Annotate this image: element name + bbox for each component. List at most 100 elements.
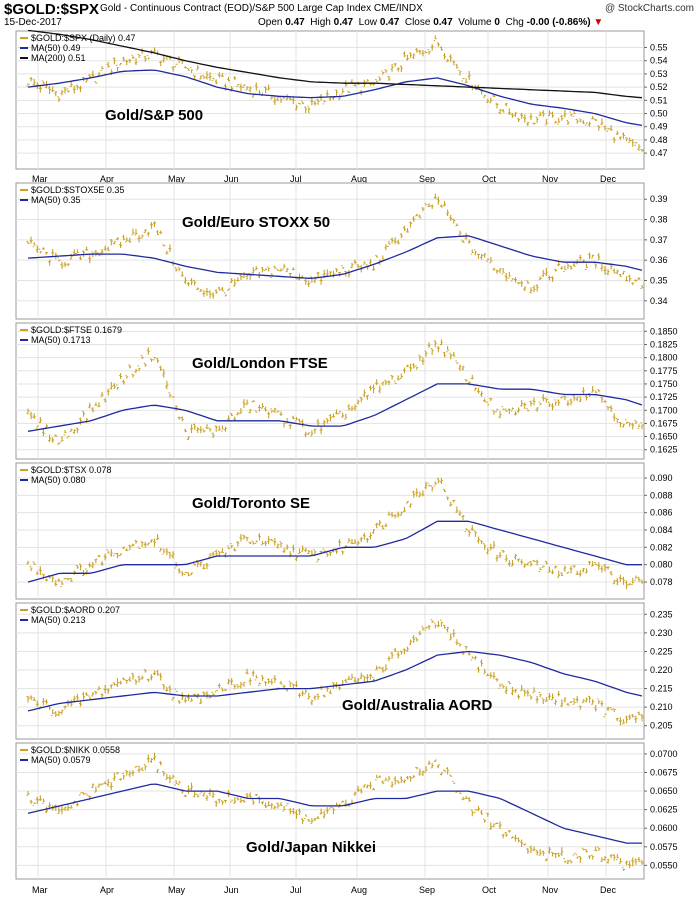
y-tick-label: 0.225 (650, 646, 673, 656)
x-tick-label: Aug (351, 885, 367, 895)
y-tick-label: 0.0550 (650, 860, 678, 870)
low-label: Low (358, 17, 378, 28)
y-tick-label: 0.53 (650, 69, 668, 79)
x-tick-label: May (168, 885, 186, 895)
y-tick-label: 0.080 (650, 560, 673, 570)
ma50-line (27, 69, 643, 127)
y-tick-label: 0.235 (650, 609, 673, 619)
chart-date: 15-Dec-2017 (4, 17, 62, 28)
plot-frame (15, 742, 645, 880)
panel-title: Gold/London FTSE (192, 355, 328, 372)
plot-frame (15, 602, 645, 740)
panel-title: Gold/Japan Nikkei (246, 839, 376, 856)
ma50-line (27, 783, 642, 844)
x-tick-label: Oct (482, 174, 497, 184)
y-tick-label: 0.36 (650, 255, 668, 265)
volume-label: Volume (458, 17, 492, 28)
legend-label: MA(50) 0.49 (31, 43, 81, 53)
y-tick-label: 0.205 (650, 721, 673, 731)
y-tick-label: 0.34 (650, 296, 668, 306)
symbol-title: $GOLD:$SPX (4, 1, 100, 18)
y-tick-label: 0.0700 (650, 749, 678, 759)
price-series (26, 752, 644, 871)
open-value: 0.47 (285, 17, 305, 28)
low-value: 0.47 (379, 17, 400, 28)
ohlc-readout: Open 0.47 High 0.47 Low 0.47 Close 0.47 … (258, 17, 603, 28)
y-tick-label: 0.0625 (650, 805, 678, 815)
price-series (26, 619, 644, 726)
x-tick-label: Sep (419, 174, 435, 184)
y-tick-label: 0.0675 (650, 767, 678, 777)
down-arrow-icon: ▼ (593, 17, 604, 28)
y-tick-label: 0.1725 (650, 392, 678, 402)
x-tick-label: Nov (542, 174, 559, 184)
y-tick-label: 0.088 (650, 490, 673, 500)
x-tick-label: Aug (351, 174, 367, 184)
y-tick-label: 0.48 (650, 135, 668, 145)
y-tick-label: 0.1750 (650, 379, 678, 389)
panel-title: Gold/S&P 500 (105, 107, 203, 124)
open-label: Open (258, 17, 283, 28)
y-tick-label: 0.230 (650, 628, 673, 638)
legend-label: MA(50) 0.1713 (31, 335, 91, 345)
y-tick-label: 0.50 (650, 109, 668, 119)
high-value: 0.47 (333, 17, 354, 28)
x-tick-label: May (168, 174, 186, 184)
chart-panel-3: 0.1850 0.1825 0.1800 0.1775 0.1750 0.1725 0.17… (15, 322, 678, 460)
x-tick-label: Oct (482, 885, 497, 895)
x-tick-label: Apr (100, 174, 114, 184)
x-tick-label: Mar (32, 885, 48, 895)
y-tick-label: 0.086 (650, 508, 673, 518)
y-tick-label: 0.1625 (650, 445, 678, 455)
y-tick-label: 0.210 (650, 702, 673, 712)
ma200-line (27, 30, 643, 99)
plot-frame (15, 182, 645, 320)
price-series (26, 477, 644, 590)
chart-panel-1: 0.55 0.54 0.53 0.52 0.51 0.50 0.49 0.48 0.47 $GOL… (15, 30, 668, 184)
y-tick-label: 0.082 (650, 542, 673, 552)
legend-label: MA(200) 0.51 (31, 53, 86, 63)
ma50-line (27, 235, 643, 279)
chg-label: Chg (505, 17, 524, 28)
legend-label: MA(50) 0.35 (31, 195, 81, 205)
y-tick-label: 0.0575 (650, 842, 678, 852)
plot-frame (15, 462, 645, 600)
legend-label: $GOLD:$SPX (Daily) 0.47 (31, 33, 136, 43)
y-tick-label: 0.1850 (650, 326, 678, 336)
high-label: High (310, 17, 331, 28)
legend-label: $GOLD:$FTSE 0.1679 (31, 325, 122, 335)
y-tick-label: 0.1825 (650, 339, 678, 349)
legend-label: $GOLD:$NIKK 0.0558 (31, 745, 120, 755)
legend-label: MA(50) 0.213 (31, 615, 86, 625)
y-tick-label: 0.37 (650, 235, 668, 245)
price-series (26, 339, 644, 445)
x-tick-label: Jun (224, 174, 239, 184)
chart-panel-4: 0.090 0.088 0.086 0.084 0.082 0.080 0.078 $GOLD… (15, 462, 673, 600)
x-tick-label: Apr (100, 885, 114, 895)
x-tick-label: Jun (224, 885, 239, 895)
chart-header: $GOLD:$SPX Gold - Continuous Contract (E… (0, 0, 700, 28)
x-tick-label: Mar (32, 174, 48, 184)
y-tick-label: 0.47 (650, 148, 668, 158)
ma50-line (27, 383, 643, 432)
y-tick-label: 0.54 (650, 56, 668, 66)
ma50-line (27, 650, 643, 712)
chart-panel-6: 0.0700 0.0675 0.0650 0.0625 0.0600 0.0575 0.05… (15, 742, 678, 895)
y-tick-label: 0.51 (650, 95, 668, 105)
y-tick-label: 0.38 (650, 215, 668, 225)
y-tick-label: 0.35 (650, 275, 668, 285)
y-tick-label: 0.1800 (650, 353, 678, 363)
panel-title: Gold/Australia AORD (342, 697, 492, 714)
legend-label: $GOLD:$STOX5E 0.35 (31, 185, 124, 195)
x-tick-label: Dec (600, 885, 617, 895)
legend-label: MA(50) 0.0579 (31, 755, 91, 765)
panel-title: Gold/Euro STOXX 50 (182, 214, 330, 231)
symbol-description: Gold - Continuous Contract (EOD)/S&P 500… (100, 3, 423, 14)
brand-logo[interactable]: @ StockCharts.com (604, 3, 694, 14)
close-label: Close (404, 17, 431, 28)
y-tick-label: 0.1775 (650, 366, 678, 376)
y-tick-label: 0.0650 (650, 786, 678, 796)
y-tick-label: 0.52 (650, 82, 668, 92)
y-tick-label: 0.1700 (650, 405, 678, 415)
x-tick-label: Sep (419, 885, 435, 895)
